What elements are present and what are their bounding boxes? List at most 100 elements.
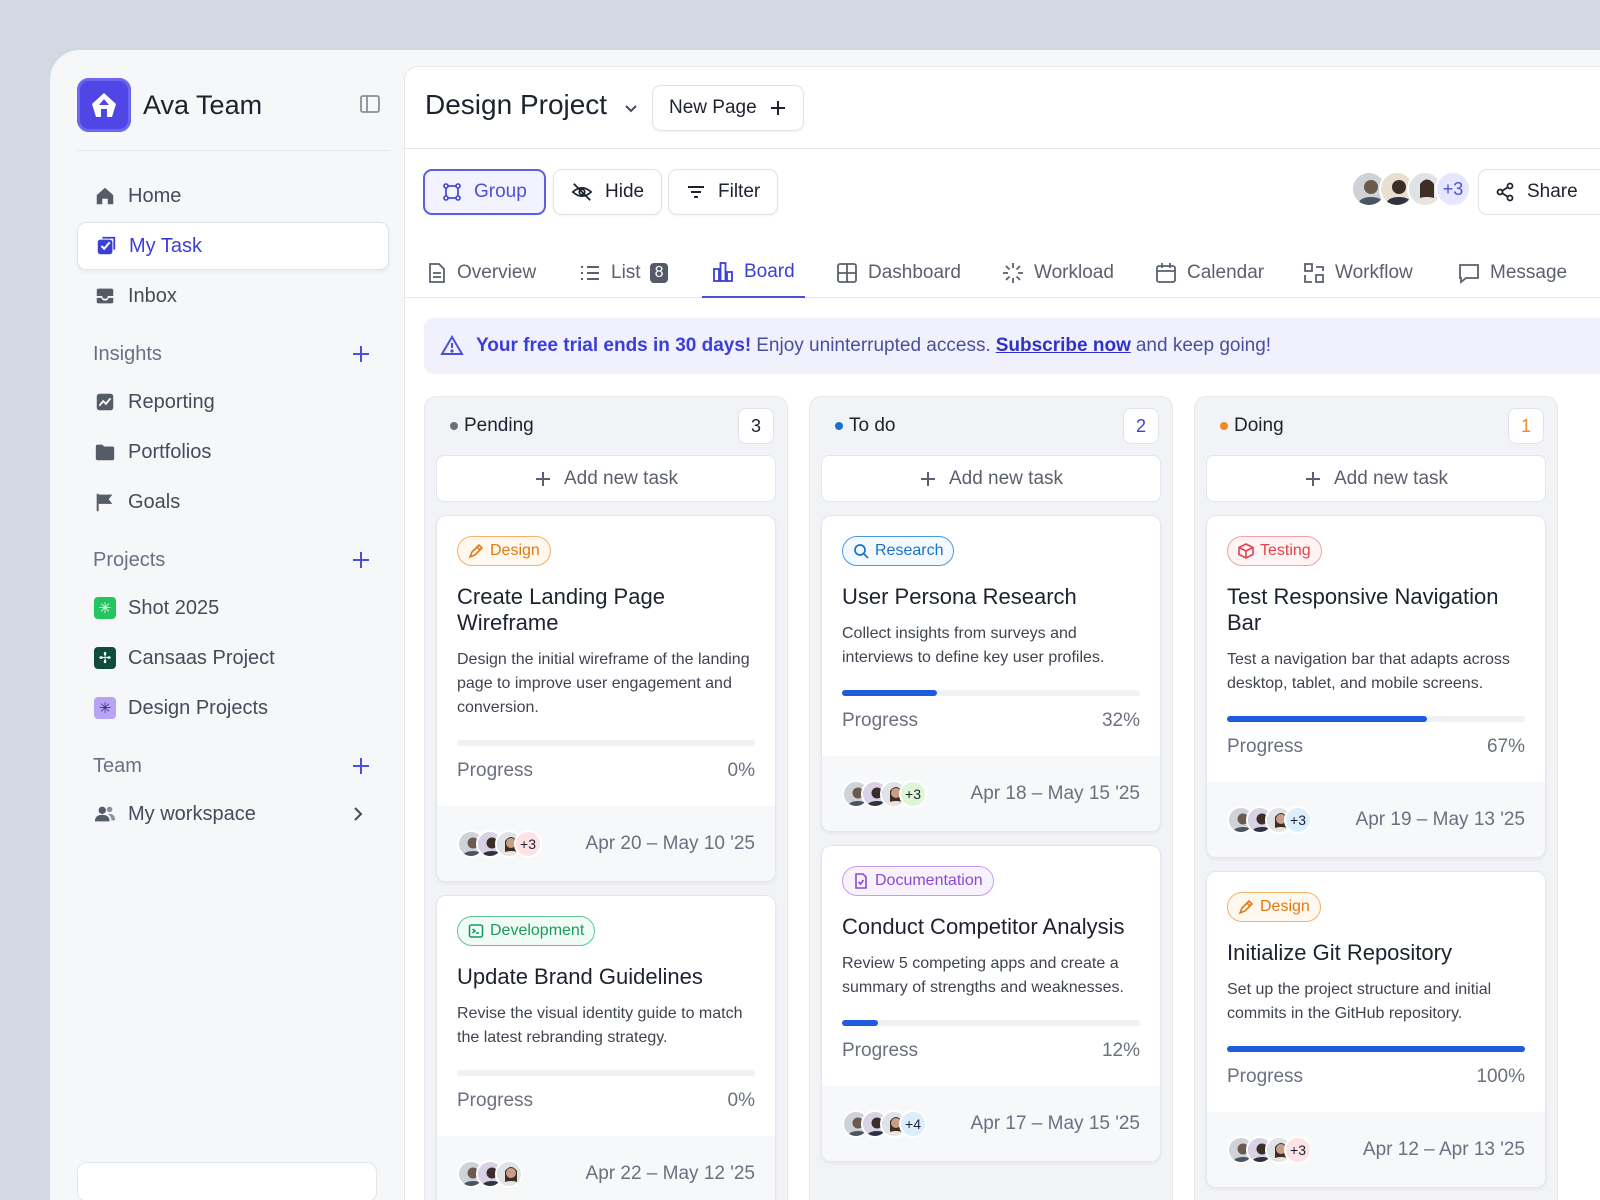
tag-documentation[interactable]: Documentation xyxy=(842,866,994,896)
column-header: To do 2 xyxy=(810,397,1172,455)
add-team-icon[interactable] xyxy=(351,756,371,776)
task-card[interactable]: Design Create Landing Page Wireframe Desig… xyxy=(436,515,776,882)
task-date-range: Apr 22 – May 12 '25 xyxy=(585,1162,755,1184)
task-card[interactable]: Development Update Brand Guidelines Revise… xyxy=(436,895,776,1200)
column-count-badge: 3 xyxy=(738,408,774,444)
tab-board[interactable]: Board xyxy=(702,247,805,298)
trial-end-text: and keep going! xyxy=(1135,335,1272,356)
progress-fill xyxy=(842,690,938,696)
tag-testing[interactable]: Testing xyxy=(1227,536,1322,566)
filter-icon xyxy=(688,186,704,198)
hide-button[interactable]: Hide xyxy=(553,169,663,215)
tab-dashboard[interactable]: Dashboard xyxy=(826,247,971,298)
tag-label: Development xyxy=(490,922,585,939)
progress-bar xyxy=(842,1020,1140,1026)
plus-icon xyxy=(535,471,550,486)
tag-design[interactable]: Design xyxy=(1227,892,1321,922)
filter-button[interactable]: Filter xyxy=(668,169,779,215)
task-card[interactable]: Research User Persona Research Collect ins… xyxy=(821,515,1161,832)
assignee-avatars[interactable]: +4 xyxy=(842,1109,927,1138)
tab-list[interactable]: List 8 xyxy=(569,247,678,298)
tag-development[interactable]: Development xyxy=(457,916,596,946)
document-icon xyxy=(429,262,445,283)
tab-label: Calendar xyxy=(1187,261,1265,283)
group-label: Group xyxy=(474,181,527,202)
sidebar-bottom-card[interactable] xyxy=(77,1162,377,1200)
assignee-avatars[interactable]: +3 xyxy=(1227,805,1312,834)
status-dot xyxy=(1220,422,1228,430)
tab-calendar[interactable]: Calendar xyxy=(1145,247,1274,298)
sidebar-item-design-projects[interactable]: ✳ Design Projects xyxy=(77,684,389,732)
share-button[interactable]: Share xyxy=(1478,169,1600,215)
design-tag-icon xyxy=(468,543,490,559)
tab-workflow[interactable]: Workflow xyxy=(1293,247,1423,298)
task-card[interactable]: Documentation Conduct Competitor Analysis… xyxy=(821,845,1161,1162)
assignee-avatars[interactable]: +3 xyxy=(842,779,927,808)
project-icon: ✳ xyxy=(93,696,117,720)
add-insight-icon[interactable] xyxy=(351,344,371,364)
task-description: Review 5 competing apps and create a sum… xyxy=(842,955,1124,996)
tab-message[interactable]: Message xyxy=(1448,247,1577,298)
team-name: Ava Team xyxy=(143,89,263,120)
sidebar-item-goals[interactable]: Goals xyxy=(77,478,389,526)
task-card[interactable]: Design Initialize Git Repository Set up th… xyxy=(1206,871,1546,1188)
sidebar-item-cansaas-project[interactable]: ✢ Cansaas Project xyxy=(77,634,389,682)
progress-bar xyxy=(1227,716,1525,722)
progress-label: Progress xyxy=(1227,1066,1304,1087)
loader-icon xyxy=(1003,262,1023,283)
tag-research[interactable]: Research xyxy=(842,536,955,566)
main-panel: Design Project New Page Group Hide Filte… xyxy=(404,66,1600,1200)
avatar-more-count: +3 xyxy=(514,829,542,858)
new-page-button[interactable]: New Page xyxy=(652,85,804,131)
tag-design[interactable]: Design xyxy=(457,536,551,566)
assignee-avatars[interactable] xyxy=(457,1159,523,1188)
add-task-button[interactable]: Add new task xyxy=(436,455,776,502)
sidebar-toggle-icon[interactable] xyxy=(358,92,382,116)
sidebar: Ava Team Home My Task Inbox Insights xyxy=(50,50,405,1200)
task-card[interactable]: Testing Test Responsive Navigation Bar Tes… xyxy=(1206,515,1546,858)
list-icon xyxy=(581,265,599,280)
column-header: Pending 3 xyxy=(425,397,787,455)
filter-label: Filter xyxy=(718,181,761,202)
member-avatars[interactable]: +3 xyxy=(1351,171,1471,207)
column-title: To do xyxy=(849,415,896,436)
sidebar-item-label: Cansaas Project xyxy=(128,646,275,669)
sidebar-item-my-workspace[interactable]: My workspace xyxy=(77,790,389,838)
add-task-label: Add new task xyxy=(1333,467,1449,489)
section-title: Projects xyxy=(93,548,166,571)
brand[interactable]: Ava Team xyxy=(77,78,262,132)
task-description: Revise the visual identity guide to matc… xyxy=(457,1005,743,1046)
assignee-avatars[interactable]: +3 xyxy=(457,829,542,858)
new-page-label: New Page xyxy=(669,97,757,118)
add-project-icon[interactable] xyxy=(351,550,371,570)
chevron-down-icon[interactable] xyxy=(623,100,639,116)
plus-icon xyxy=(920,471,935,486)
trial-banner: Your free trial ends in 30 days! Enjoy u… xyxy=(424,318,1600,374)
warning-icon xyxy=(440,335,464,355)
add-task-button[interactable]: Add new task xyxy=(1206,455,1546,502)
avatar-more-count: +4 xyxy=(899,1109,927,1138)
sidebar-item-inbox[interactable]: Inbox xyxy=(77,272,389,320)
sidebar-item-shot-2025[interactable]: ✳ Shot 2025 xyxy=(77,584,389,632)
page-title: Design Project xyxy=(425,89,608,120)
column-title: Doing xyxy=(1234,415,1284,436)
sidebar-item-reporting[interactable]: Reporting xyxy=(77,378,389,426)
column-count-badge: 2 xyxy=(1123,408,1159,444)
workflow-icon xyxy=(1304,262,1324,283)
group-button[interactable]: Group xyxy=(423,169,546,215)
team-logo-icon xyxy=(77,78,131,132)
inbox-icon xyxy=(93,284,117,308)
tab-workload[interactable]: Workload xyxy=(992,247,1124,298)
chevron-right-icon[interactable] xyxy=(349,805,367,823)
add-task-button[interactable]: Add new task xyxy=(821,455,1161,502)
tab-overview[interactable]: Overview xyxy=(417,247,546,298)
trial-submessage: Enjoy uninterrupted access. xyxy=(756,335,991,356)
subscribe-link[interactable]: Subscribe now xyxy=(995,335,1131,356)
sidebar-item-my-task[interactable]: My Task xyxy=(77,222,389,270)
sidebar-item-portfolios[interactable]: Portfolios xyxy=(77,428,389,476)
sidebar-item-label: Design Projects xyxy=(128,696,269,719)
sidebar-item-home[interactable]: Home xyxy=(77,172,389,220)
insights-section-header: Insights xyxy=(77,330,389,378)
trial-message: Your free trial ends in 30 days! xyxy=(476,335,752,356)
assignee-avatars[interactable]: +3 xyxy=(1227,1135,1312,1164)
